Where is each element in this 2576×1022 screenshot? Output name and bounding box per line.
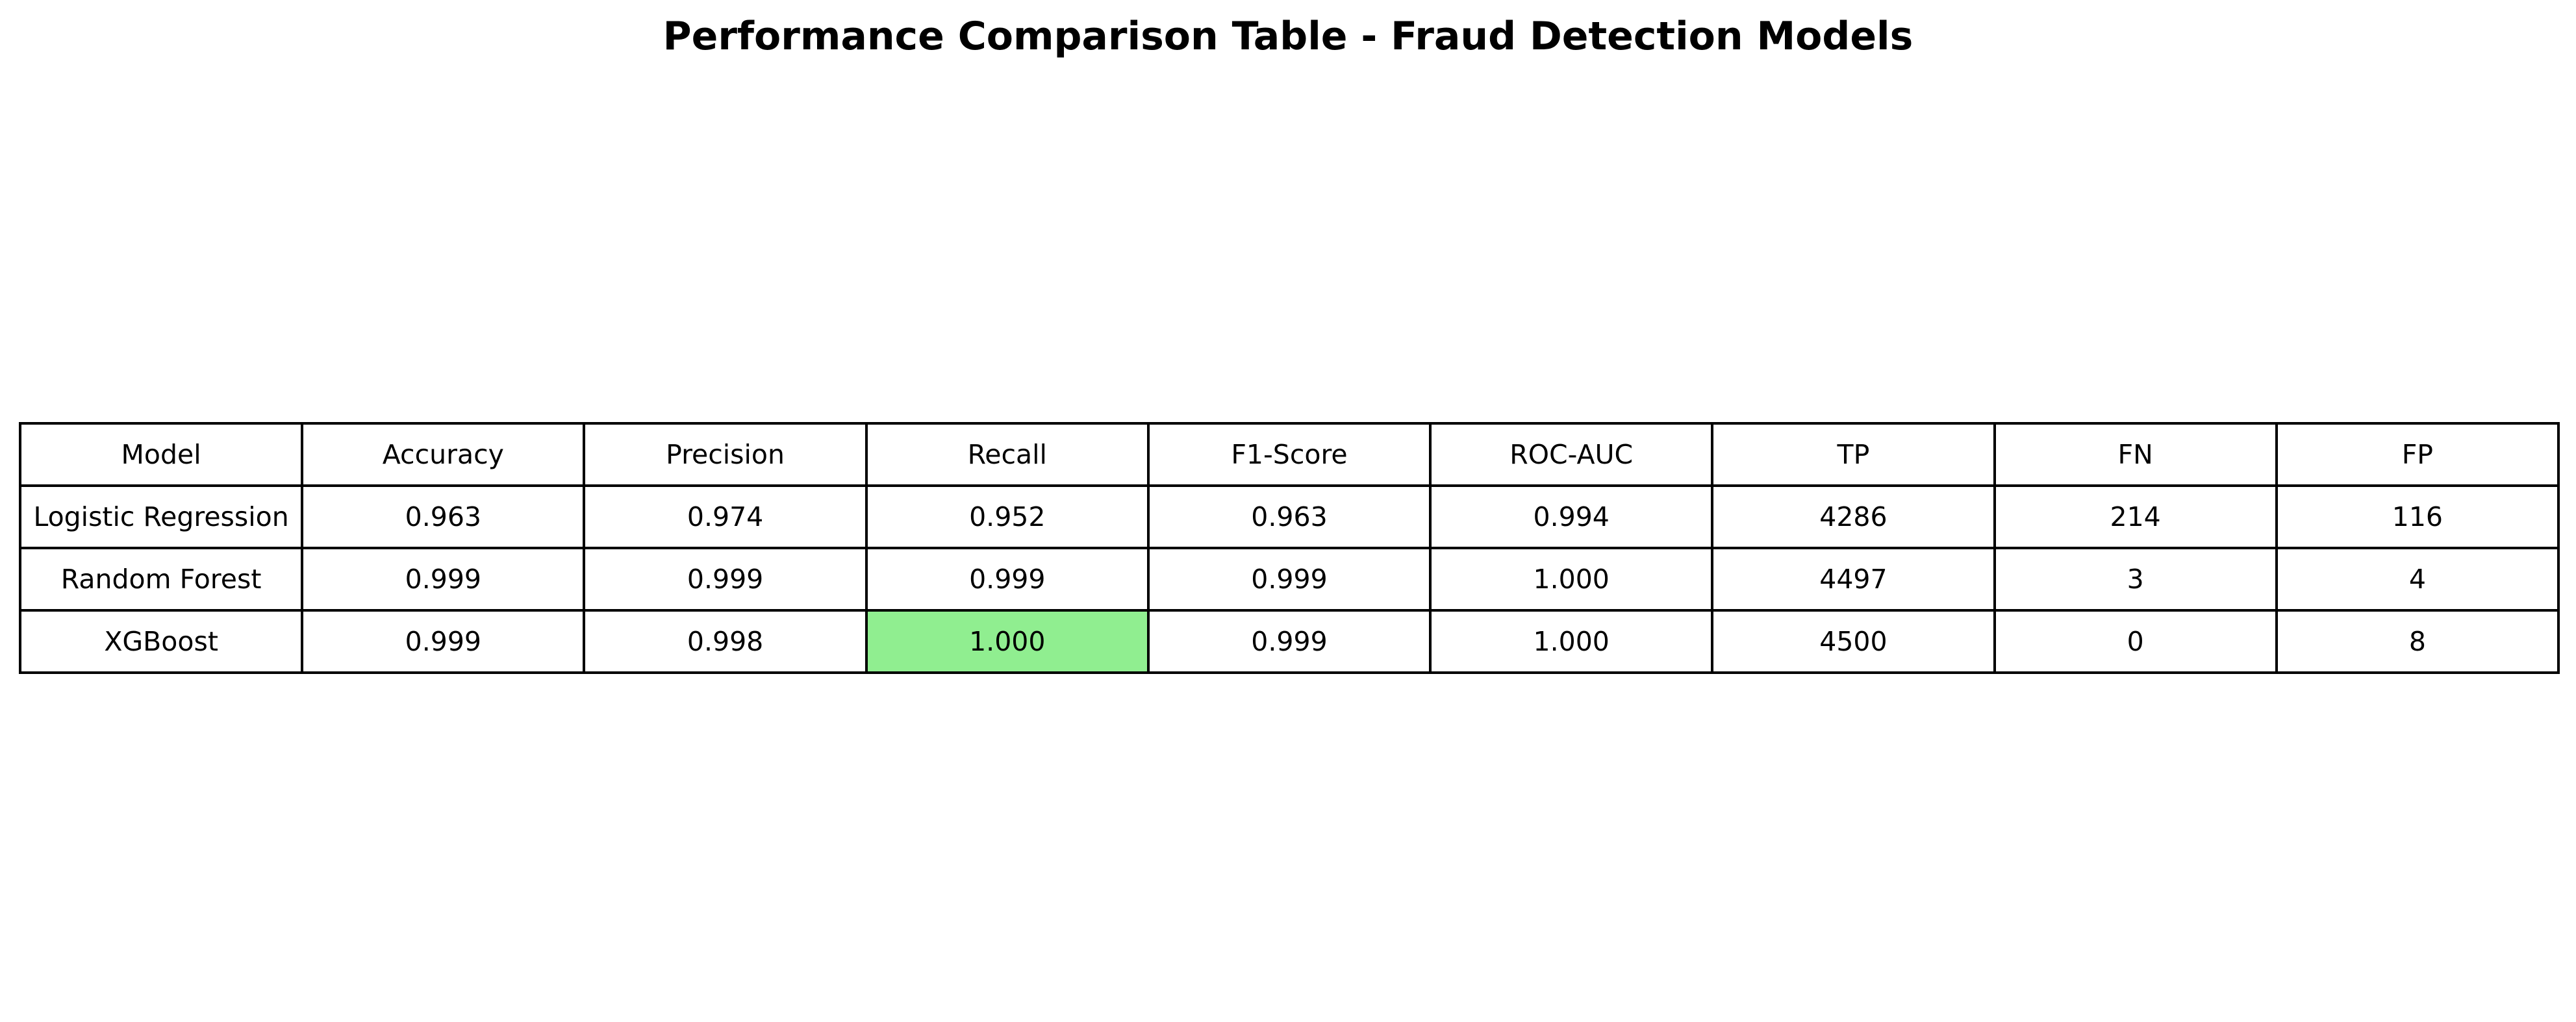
cell-fn: 3: [1993, 547, 2278, 612]
cell-accuracy: 0.999: [301, 609, 586, 674]
table-body: Logistic Regression 0.963 0.974 0.952 0.…: [18, 484, 2560, 674]
header-f1-score: F1-Score: [1146, 422, 1432, 487]
cell-accuracy: 0.999: [301, 547, 586, 612]
cell-roc-auc: 0.994: [1429, 484, 1714, 549]
cell-tp: 4497: [1711, 547, 1996, 612]
table-header: Model Accuracy Precision Recall F1-Score…: [18, 422, 2560, 487]
cell-fn: 0: [1993, 609, 2278, 674]
header-model: Model: [18, 422, 304, 487]
header-precision: Precision: [583, 422, 868, 487]
cell-roc-auc: 1.000: [1429, 609, 1714, 674]
performance-table-container: Model Accuracy Precision Recall F1-Score…: [18, 422, 2560, 674]
header-roc-auc: ROC-AUC: [1429, 422, 1714, 487]
header-recall: Recall: [865, 422, 1150, 487]
table-row: XGBoost 0.999 0.998 1.000 0.999 1.000 45…: [18, 609, 2560, 674]
cell-f1-score: 0.999: [1146, 609, 1432, 674]
cell-precision: 0.974: [583, 484, 868, 549]
cell-fp: 4: [2275, 547, 2560, 612]
header-fn: FN: [1993, 422, 2278, 487]
header-accuracy: Accuracy: [301, 422, 586, 487]
cell-recall: 0.999: [865, 547, 1150, 612]
cell-fp: 116: [2275, 484, 2560, 549]
cell-precision: 0.999: [583, 547, 868, 612]
header-tp: TP: [1711, 422, 1996, 487]
cell-tp: 4286: [1711, 484, 1996, 549]
cell-tp: 4500: [1711, 609, 1996, 674]
cell-recall: 0.952: [865, 484, 1150, 549]
table-header-row: Model Accuracy Precision Recall F1-Score…: [18, 422, 2560, 487]
performance-comparison-table: Model Accuracy Precision Recall F1-Score…: [18, 422, 2560, 674]
chart-title: Performance Comparison Table - Fraud Det…: [663, 14, 1913, 59]
cell-fn: 214: [1993, 484, 2278, 549]
cell-model-name: Logistic Regression: [18, 484, 304, 549]
cell-precision: 0.998: [583, 609, 868, 674]
header-fp: FP: [2275, 422, 2560, 487]
cell-model-name: Random Forest: [18, 547, 304, 612]
table-row: Random Forest 0.999 0.999 0.999 0.999 1.…: [18, 547, 2560, 612]
cell-f1-score: 0.963: [1146, 484, 1432, 549]
cell-fp: 8: [2275, 609, 2560, 674]
cell-model-name: XGBoost: [18, 609, 304, 674]
cell-f1-score: 0.999: [1146, 547, 1432, 612]
cell-recall-highlighted: 1.000: [865, 609, 1150, 674]
cell-roc-auc: 1.000: [1429, 547, 1714, 612]
table-row: Logistic Regression 0.963 0.974 0.952 0.…: [18, 484, 2560, 549]
cell-accuracy: 0.963: [301, 484, 586, 549]
